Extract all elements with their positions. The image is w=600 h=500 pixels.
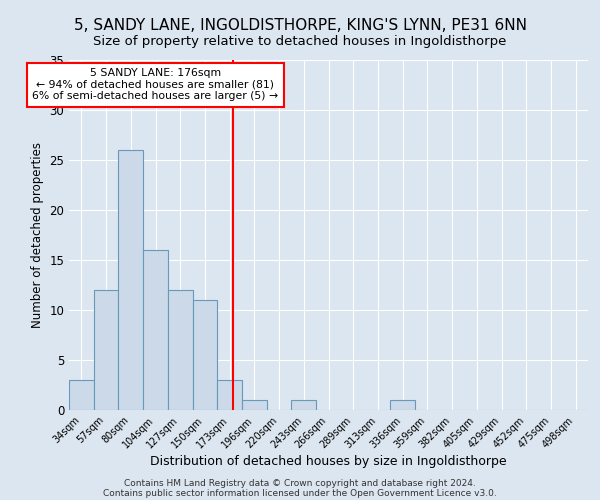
Text: 5, SANDY LANE, INGOLDISTHORPE, KING'S LYNN, PE31 6NN: 5, SANDY LANE, INGOLDISTHORPE, KING'S LY… [74, 18, 527, 32]
Y-axis label: Number of detached properties: Number of detached properties [31, 142, 44, 328]
Bar [292, 400, 316, 410]
Text: Contains HM Land Registry data © Crown copyright and database right 2024.: Contains HM Land Registry data © Crown c… [124, 478, 476, 488]
Bar [118, 150, 143, 410]
Bar [143, 250, 168, 410]
Text: Contains public sector information licensed under the Open Government Licence v3: Contains public sector information licen… [103, 488, 497, 498]
Bar [217, 380, 242, 410]
Text: Size of property relative to detached houses in Ingoldisthorpe: Size of property relative to detached ho… [94, 35, 506, 48]
Bar [390, 400, 415, 410]
Bar [242, 400, 267, 410]
Text: 5 SANDY LANE: 176sqm
← 94% of detached houses are smaller (81)
6% of semi-detach: 5 SANDY LANE: 176sqm ← 94% of detached h… [32, 68, 278, 101]
Bar [94, 290, 118, 410]
X-axis label: Distribution of detached houses by size in Ingoldisthorpe: Distribution of detached houses by size … [150, 456, 507, 468]
Bar [193, 300, 217, 410]
Bar [69, 380, 94, 410]
Bar [168, 290, 193, 410]
